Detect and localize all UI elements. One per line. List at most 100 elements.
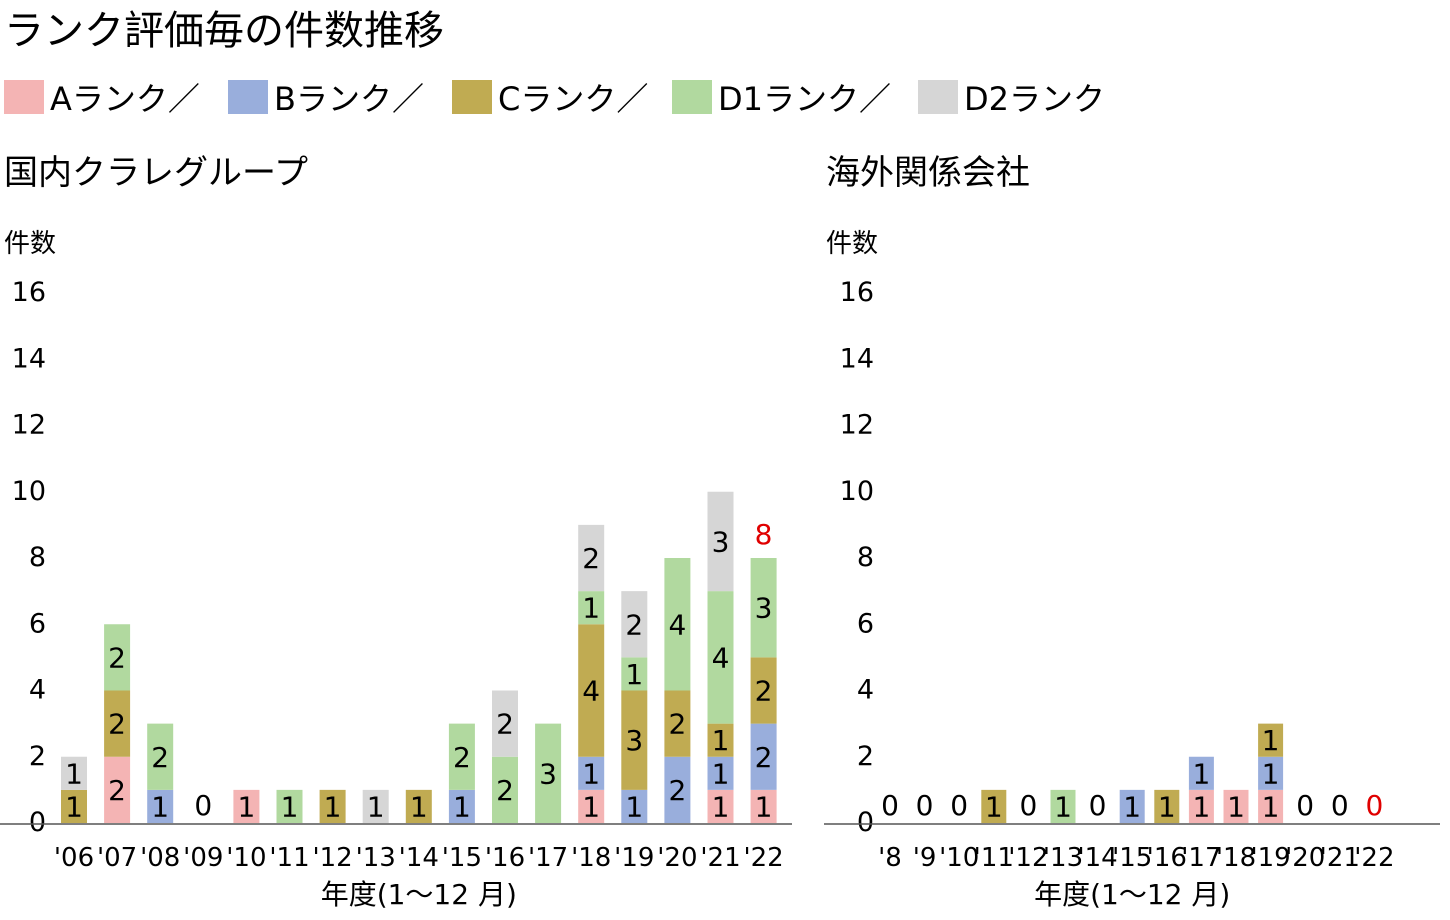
y-tick-label: 10	[840, 476, 874, 507]
zero-value-label: 0	[916, 789, 934, 822]
bar-segment-label: 1	[1054, 790, 1072, 823]
bar-segment	[535, 723, 562, 823]
bar-segment-label: 1	[324, 790, 342, 823]
x-tick-label: '13	[356, 843, 396, 873]
bar-segment	[578, 789, 605, 823]
panel-domestic: 国内クラレグループ件数024681012141611'06222'0712'08…	[0, 153, 792, 911]
x-tick-label: '10	[226, 843, 266, 873]
bar-segment	[448, 789, 475, 823]
bar-segment-label: 1	[1123, 790, 1141, 823]
x-tick-label: '22	[743, 843, 783, 873]
bar-segment-label: 1	[625, 658, 643, 691]
bar-segment	[750, 789, 777, 823]
bar-segment-label: 1	[151, 790, 169, 823]
bar-segment-label: 2	[108, 708, 126, 741]
bar-segment	[578, 524, 605, 592]
bar-segment	[147, 789, 174, 823]
bar-segment-label: 2	[453, 741, 471, 774]
legend-swatch	[228, 80, 268, 114]
bar-segment-label: 1	[367, 790, 385, 823]
bar-segment-label: 1	[582, 757, 600, 790]
panel-title: 海外関係会社	[826, 153, 1030, 193]
bar-segment-label: 2	[496, 774, 514, 807]
bar-segment	[104, 624, 131, 691]
bar-segment	[1258, 756, 1284, 790]
y-tick-label: 2	[29, 741, 46, 772]
x-tick-label: '08	[140, 843, 180, 873]
bar-segment-label: 2	[625, 608, 643, 641]
bar-segment-label: 1	[582, 592, 600, 625]
x-tick-label: '15	[442, 843, 482, 873]
bar-segment-label: 1	[453, 790, 471, 823]
bar-segment	[1119, 789, 1145, 823]
x-tick-label: '19	[614, 843, 654, 873]
legend-swatch	[4, 80, 44, 114]
x-tick-label: '17	[1181, 843, 1221, 873]
bar-segment-label: 1	[712, 790, 730, 823]
bar-segment-label: 1	[65, 757, 83, 790]
bar-segment	[621, 657, 648, 691]
bar-segment-label: 2	[108, 774, 126, 807]
bar-segment	[1188, 789, 1214, 823]
y-tick-label: 0	[857, 807, 874, 838]
bar-segment	[981, 789, 1007, 823]
bar-segment	[1258, 723, 1284, 757]
bar-segment-label: 1	[281, 790, 299, 823]
bar-segment-label: 1	[1262, 757, 1280, 790]
x-tick-label: '07	[97, 843, 137, 873]
zero-value-label: 0	[1296, 789, 1314, 822]
x-tick-label: '21	[1320, 843, 1360, 873]
panel-overseas: 海外関係会社件数02468101214160'80'90'101'110'121…	[824, 153, 1440, 911]
x-tick-label: '18	[571, 843, 611, 873]
total-label-highlight: 8	[755, 518, 773, 551]
x-tick-label: '13	[1043, 843, 1083, 873]
bar-segment	[1188, 756, 1214, 790]
legend-item-label: Cランク／	[498, 80, 648, 118]
bar-segment-label: 1	[1192, 790, 1210, 823]
bar-segment	[61, 789, 87, 823]
y-axis-label: 件数	[826, 229, 878, 259]
bar-segment	[319, 789, 346, 823]
zero-value-label: 0	[1019, 789, 1037, 822]
legend-swatch	[452, 80, 492, 114]
legend-item-label: D2ランク	[964, 80, 1105, 118]
x-tick-label: '09	[183, 843, 223, 873]
bar-segment-label: 4	[712, 641, 730, 674]
total-label-highlight: 0	[1365, 789, 1383, 822]
bar-segment	[707, 789, 734, 823]
bar-segment	[104, 756, 131, 823]
bar-segment	[1050, 789, 1076, 823]
x-tick-label: '10	[939, 843, 979, 873]
zero-value-label: 0	[1331, 789, 1349, 822]
bar-segment	[104, 690, 131, 757]
bar-segment	[492, 756, 518, 823]
x-tick-label: '17	[528, 843, 568, 873]
bar-segment	[1223, 789, 1249, 823]
bar-segment	[664, 558, 691, 691]
bar-segment-label: 1	[712, 757, 730, 790]
x-tick-label: '12	[312, 843, 352, 873]
y-tick-label: 4	[29, 675, 46, 706]
bar-segment	[707, 491, 734, 592]
bar-segment-label: 1	[625, 790, 643, 823]
bar-segment	[1258, 789, 1284, 823]
bar-segment-label: 2	[668, 708, 686, 741]
bar-segment-label: 1	[1227, 790, 1245, 823]
bar-segment	[578, 591, 605, 625]
legend-swatch	[918, 80, 958, 114]
bar-segment	[750, 657, 777, 724]
zero-value-label: 0	[194, 789, 212, 822]
x-tick-label: '16	[485, 843, 525, 873]
bar-segment	[707, 723, 734, 757]
bar-segment	[707, 591, 734, 724]
y-tick-label: 8	[857, 542, 874, 573]
bar-segment	[405, 789, 432, 823]
x-tick-label: '16	[1147, 843, 1187, 873]
bar-segment-label: 2	[582, 542, 600, 575]
y-tick-label: 16	[12, 277, 46, 308]
bar-segment-label: 3	[755, 592, 773, 625]
legend-item-label: Aランク／	[50, 80, 200, 118]
y-tick-label: 12	[840, 410, 874, 441]
y-tick-label: 16	[840, 277, 874, 308]
